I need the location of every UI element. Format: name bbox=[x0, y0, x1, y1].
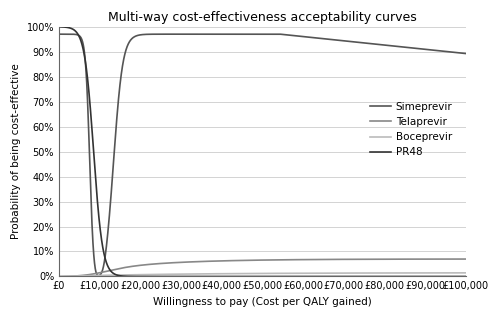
Line: Boceprevir: Boceprevir bbox=[59, 273, 466, 276]
Simeprevir bbox=[463, 52, 469, 55]
Boceprevir bbox=[56, 274, 62, 278]
Y-axis label: Probability of being cost-effective: Probability of being cost-effective bbox=[11, 64, 21, 239]
Telaprevir bbox=[130, 264, 136, 268]
Simeprevir bbox=[212, 32, 218, 36]
PR48 bbox=[212, 274, 218, 278]
Simeprevir bbox=[130, 36, 136, 40]
Simeprevir bbox=[320, 37, 326, 41]
Legend: Simeprevir, Telaprevir, Boceprevir, PR48: Simeprevir, Telaprevir, Boceprevir, PR48 bbox=[370, 102, 452, 157]
Telaprevir bbox=[360, 257, 366, 261]
Boceprevir bbox=[212, 272, 218, 276]
Simeprevir bbox=[96, 274, 102, 278]
PR48 bbox=[463, 274, 469, 278]
Boceprevir bbox=[130, 273, 136, 277]
Boceprevir bbox=[463, 271, 469, 275]
Line: Telaprevir: Telaprevir bbox=[59, 259, 466, 276]
Boceprevir bbox=[300, 271, 306, 275]
Simeprevir bbox=[390, 44, 396, 48]
Title: Multi-way cost-effectiveness acceptability curves: Multi-way cost-effectiveness acceptabili… bbox=[108, 11, 417, 24]
Telaprevir bbox=[300, 258, 306, 261]
Telaprevir bbox=[320, 258, 326, 261]
PR48 bbox=[320, 274, 326, 278]
Simeprevir bbox=[56, 32, 62, 36]
Simeprevir bbox=[360, 41, 366, 45]
Telaprevir bbox=[212, 259, 218, 263]
Boceprevir bbox=[390, 271, 396, 275]
PR48 bbox=[300, 274, 306, 278]
PR48 bbox=[130, 274, 136, 278]
PR48 bbox=[390, 274, 396, 278]
Boceprevir bbox=[320, 271, 326, 275]
PR48 bbox=[360, 274, 366, 278]
PR48 bbox=[56, 25, 62, 29]
Simeprevir bbox=[277, 32, 283, 36]
Telaprevir bbox=[390, 257, 396, 261]
Telaprevir bbox=[463, 257, 469, 261]
Line: PR48: PR48 bbox=[59, 27, 466, 276]
Telaprevir bbox=[56, 274, 62, 278]
Simeprevir bbox=[300, 35, 306, 38]
X-axis label: Willingness to pay (Cost per QALY gained): Willingness to pay (Cost per QALY gained… bbox=[153, 297, 372, 307]
Boceprevir bbox=[360, 271, 366, 275]
Line: Simeprevir: Simeprevir bbox=[59, 34, 466, 276]
